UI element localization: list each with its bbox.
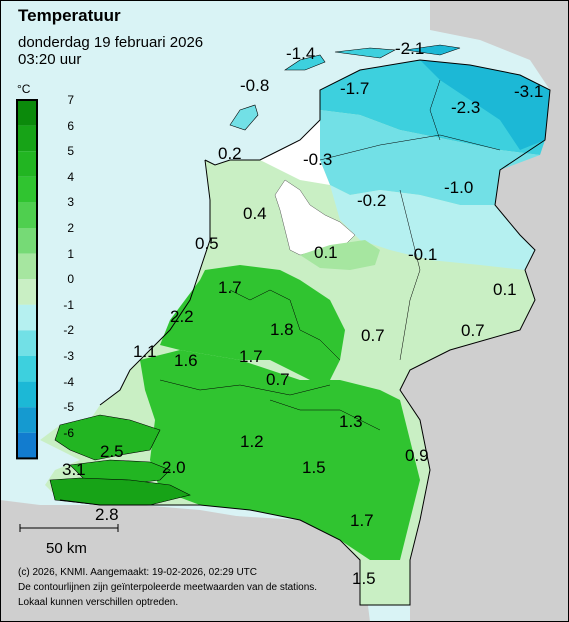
national-border [59,59,551,606]
value-label: 1.7 [239,347,263,366]
legend-tick-label: 5 [67,144,74,159]
value-label: 0.1 [493,280,517,299]
value-label: 0.7 [361,326,385,345]
value-label: -0.8 [240,76,270,95]
legend-tick-label: -4 [63,374,74,389]
legend-tick-label: 0 [67,272,74,287]
value-label: 0.5 [195,234,219,253]
island-vlieland [284,54,326,71]
island-texel [229,104,259,131]
legend-bar [16,99,38,460]
value-label: 0.2 [218,144,242,163]
province-line-2 [429,79,441,141]
value-label: 1.5 [352,569,376,588]
scale-bar [19,524,119,532]
scale-label: 50 km [46,540,87,557]
value-label: 1.1 [133,342,157,361]
value-label: 0.4 [243,204,267,223]
legend-tick-label: 2 [67,221,74,235]
legend-swatch [17,407,37,433]
footer-note-1: De contourlijnen zijn geïnterpoleerde me… [18,582,318,593]
value-label: 1.6 [174,351,198,370]
legend-swatch [17,432,37,459]
value-label: -1.7 [340,79,370,98]
coastline [99,159,211,406]
legend-swatch [17,100,37,126]
legend-unit: °C [17,82,31,96]
value-label: 2.5 [100,442,124,461]
legend-tick-label: -1 [63,297,74,312]
footer-copyright: (c) 2026, KNMI. Aangemaakt: 19-02-2026, … [18,567,258,578]
value-label: -0.2 [357,191,387,210]
value-label: -3.1 [514,82,544,101]
legend-swatch [17,228,37,254]
legend-swatch [17,330,37,356]
value-label: -2.3 [451,98,481,117]
legend-swatch [17,279,37,305]
legend-tick-label: -5 [63,400,74,415]
legend-swatch [17,125,37,152]
value-label: 3.1 [62,460,86,479]
province-line-3 [399,189,421,361]
province-line-6 [269,399,381,431]
value-label: 2.2 [170,307,194,326]
value-label: 0.1 [314,243,338,262]
legend-swatch [17,304,37,331]
legend-swatch [17,381,37,408]
flevoland [300,240,380,270]
legend-tick-label: 1 [67,246,74,261]
province-line-1 [319,134,501,161]
legend-tick-label: 3 [67,195,74,210]
value-label: 1.7 [218,278,242,297]
warm-zone-south [140,350,420,560]
value-label: 2.8 [95,505,119,524]
legend-tick-label: -6 [63,425,74,440]
island-ameland [404,44,461,56]
legend-swatch [17,151,37,177]
footer-note-2: Lokaal kunnen verschillen optreden. [18,597,179,608]
colder-zone-ne [420,60,550,150]
value-label: 0.7 [461,321,485,340]
value-label: 1.2 [240,432,264,451]
value-label: 0.9 [405,446,429,465]
value-label: 2.0 [162,458,186,477]
value-label: -1.0 [444,178,474,197]
province-line-4 [229,289,341,361]
value-label: -1.4 [286,44,316,63]
island-terschelling [334,47,397,59]
cool-zone-n [320,110,540,205]
island-zeeland-1 [54,414,161,461]
value-label: 1.7 [350,511,374,530]
value-label: -2.1 [395,39,425,58]
legend-tick-label: 4 [67,169,74,184]
value-label: 1.3 [339,412,363,431]
legend-tick-label: -3 [63,349,74,363]
map-date: donderdag 19 februari 2026 [18,34,204,51]
legend-swatch [17,202,37,228]
legend-tick-label: 7 [67,93,74,107]
province-line-5 [159,379,331,396]
legend-tick-label: -2 [63,323,74,338]
legend-swatch [17,253,37,280]
belgium-land [0,500,370,622]
legend-tick-label: 6 [67,118,74,133]
near-zero-zone [330,185,535,270]
legend-swatch [17,176,37,203]
value-label: 1.5 [302,458,326,477]
value-label: -0.1 [408,245,438,264]
value-label: -0.3 [303,150,333,169]
map-time: 03:20 uur [18,51,82,68]
warm-zone-west [160,265,345,380]
value-label: 1.8 [270,320,294,339]
map-title: Temperatuur [18,6,121,25]
legend-swatch [17,356,37,382]
value-label: 0.7 [266,370,290,389]
legend-frame [16,99,38,460]
frost-free-zone [260,120,330,185]
